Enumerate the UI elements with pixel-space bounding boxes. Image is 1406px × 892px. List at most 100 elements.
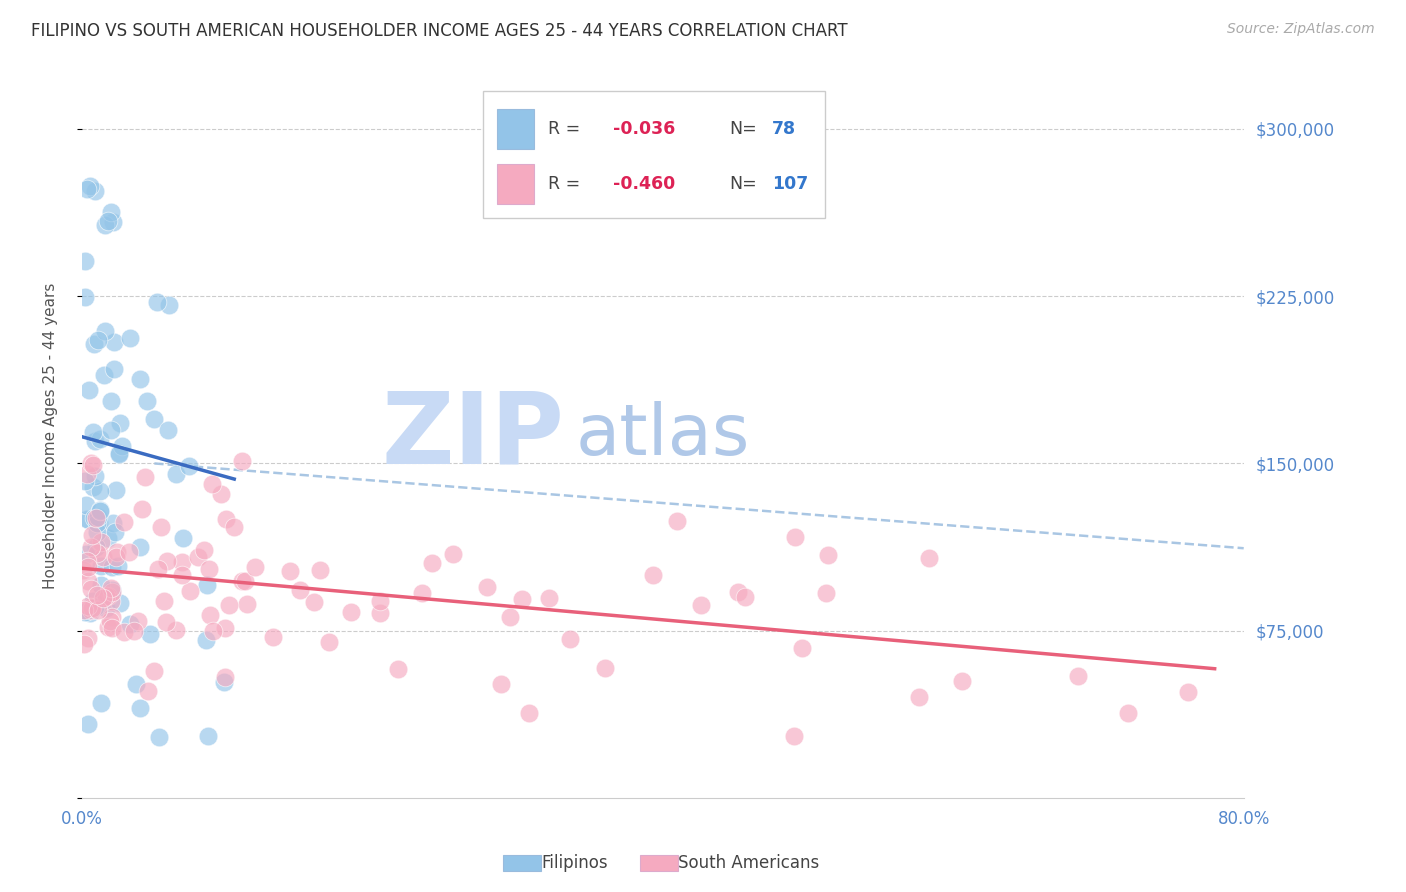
Point: [197, 729, 219, 743]
Point: [90, 696, 112, 710]
Point: [148, 562, 170, 576]
Point: [104, 550, 127, 565]
Text: R =: R =: [548, 120, 585, 138]
Point: [108, 416, 131, 430]
Point: [91, 549, 114, 564]
Point: [129, 700, 152, 714]
Point: [73, 637, 96, 651]
Point: [1116, 706, 1139, 720]
Point: [918, 551, 941, 566]
Point: [86, 516, 108, 530]
Point: [195, 632, 218, 647]
Point: [79, 606, 101, 620]
Point: [87, 516, 110, 531]
Point: [93, 218, 115, 232]
Point: [231, 574, 253, 589]
Point: [76, 553, 98, 567]
Point: [77, 513, 100, 527]
Point: [148, 730, 170, 744]
Point: [86, 588, 108, 602]
Point: [236, 597, 259, 611]
Text: FILIPINO VS SOUTH AMERICAN HOUSEHOLDER INCOME AGES 25 - 44 YEARS CORRELATION CHA: FILIPINO VS SOUTH AMERICAN HOUSEHOLDER I…: [31, 22, 848, 40]
Point: [77, 384, 100, 398]
Point: [83, 434, 105, 448]
Point: [96, 601, 118, 615]
Text: South Americans: South Americans: [678, 855, 818, 872]
Point: [108, 446, 131, 460]
Point: [233, 574, 256, 588]
Point: [201, 624, 224, 639]
Point: [214, 670, 236, 684]
Point: [82, 593, 104, 607]
Point: [110, 596, 132, 610]
Point: [101, 559, 124, 574]
Point: [595, 660, 617, 674]
Point: [262, 630, 284, 644]
Point: [187, 550, 209, 565]
Point: [101, 215, 124, 229]
Point: [112, 515, 135, 529]
Point: [411, 586, 433, 600]
Point: [84, 469, 107, 483]
Point: [97, 532, 120, 546]
Point: [72, 564, 94, 578]
Point: [76, 182, 98, 196]
Point: [87, 603, 110, 617]
Point: [136, 684, 159, 698]
Point: [96, 620, 118, 634]
Point: [89, 484, 111, 499]
Point: [105, 483, 128, 497]
Point: [84, 540, 107, 554]
Point: [477, 580, 499, 594]
Point: [727, 584, 749, 599]
Point: [517, 706, 540, 721]
Point: [138, 627, 160, 641]
Point: [79, 179, 101, 194]
Point: [179, 584, 201, 599]
Point: [101, 516, 124, 530]
Point: [1177, 685, 1199, 699]
Point: [689, 599, 711, 613]
Text: ZIP: ZIP: [381, 387, 564, 484]
Point: [82, 425, 104, 439]
FancyBboxPatch shape: [496, 109, 534, 149]
Point: [734, 590, 756, 604]
Point: [91, 591, 114, 606]
Point: [127, 614, 149, 628]
Point: [231, 454, 253, 468]
Point: [908, 690, 931, 705]
Point: [101, 585, 124, 599]
Point: [387, 662, 409, 676]
Point: [149, 520, 172, 534]
Point: [77, 717, 100, 731]
Text: 78: 78: [772, 120, 796, 138]
Point: [308, 563, 330, 577]
Point: [77, 559, 100, 574]
Point: [75, 498, 97, 512]
Point: [129, 541, 152, 555]
Point: [89, 432, 111, 446]
Text: N=: N=: [728, 175, 756, 193]
Text: -0.460: -0.460: [613, 175, 675, 193]
Point: [340, 605, 363, 619]
Point: [73, 290, 96, 304]
Point: [368, 594, 391, 608]
Point: [143, 412, 166, 426]
Point: [80, 528, 103, 542]
Point: [84, 599, 107, 614]
Point: [76, 467, 98, 481]
Point: [100, 593, 122, 607]
Point: [107, 559, 129, 574]
Point: [950, 673, 973, 688]
Point: [94, 589, 117, 603]
Point: [73, 603, 96, 617]
Point: [792, 641, 814, 656]
Point: [198, 561, 221, 575]
Point: [90, 578, 112, 592]
Point: [370, 606, 392, 620]
Point: [83, 510, 105, 524]
Point: [90, 535, 112, 549]
Point: [98, 614, 121, 628]
Point: [76, 632, 98, 646]
Text: atlas: atlas: [575, 401, 749, 470]
